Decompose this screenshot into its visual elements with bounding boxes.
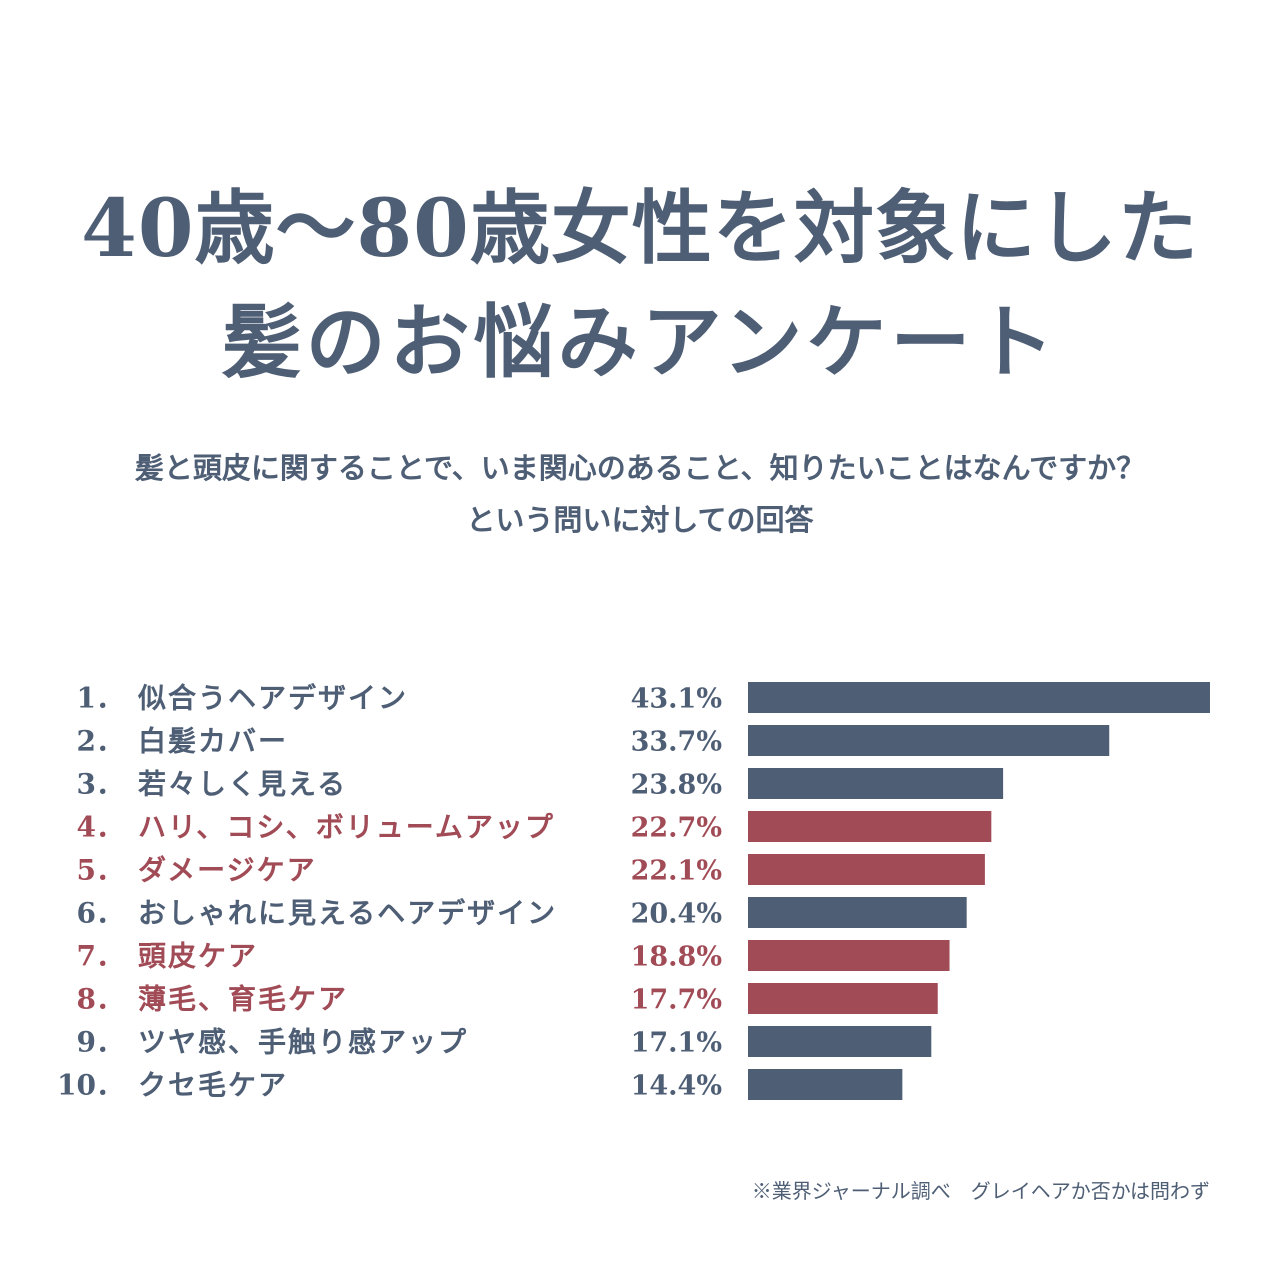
rank-number: 7．	[77, 940, 124, 973]
rank-number: 2．	[77, 725, 124, 758]
value-label: 18.8%	[631, 942, 722, 973]
question-caption: という問いに対しての回答	[466, 503, 814, 537]
bar	[748, 854, 985, 885]
category-label: ツヤ感、手触り感アップ	[138, 1026, 468, 1059]
rank-number: 9．	[77, 1026, 124, 1059]
bar	[748, 768, 1004, 799]
source-footnote: ※業界ジャーナル調べ グレイヘアか否かは問わず	[751, 1179, 1210, 1203]
page-title-line-2: 髪のお悩みアンケート	[221, 295, 1059, 389]
value-label: 23.8%	[631, 770, 722, 801]
rank-number: 6．	[77, 897, 124, 930]
question-text: 髪と頭皮に関することで、いま関心のあること、知りたいことはなんですか？	[134, 451, 1146, 485]
bar	[748, 897, 967, 928]
value-label: 17.1%	[631, 1028, 722, 1059]
page-title-line-1: 40歳〜80歳女性を対象にした	[81, 181, 1199, 275]
category-label: ダメージケア	[138, 854, 317, 887]
rank-number: 8．	[77, 983, 124, 1016]
rank-number: 4．	[77, 811, 124, 844]
value-label: 17.7%	[631, 985, 722, 1016]
value-label: 22.1%	[631, 856, 722, 887]
value-label: 22.7%	[631, 813, 722, 844]
bar	[748, 682, 1210, 713]
bar	[748, 811, 992, 842]
bar	[748, 1026, 932, 1057]
bar	[748, 983, 938, 1014]
bar	[748, 940, 950, 971]
value-label: 33.7%	[631, 727, 722, 758]
category-label: 若々しく見える	[138, 768, 347, 801]
category-label: 似合うヘアデザイン	[137, 682, 408, 715]
rank-number: 5．	[77, 854, 124, 887]
rank-number: 10．	[57, 1069, 124, 1102]
category-label: 白髪カバー	[138, 725, 288, 758]
category-label: おしゃれに見えるヘアデザイン	[138, 897, 557, 930]
category-label: 薄毛、育毛ケア	[138, 983, 348, 1016]
bar	[748, 1069, 903, 1100]
value-label: 20.4%	[631, 899, 722, 930]
category-label: 頭皮ケア	[138, 940, 258, 973]
rank-number: 3．	[77, 768, 124, 801]
value-label: 14.4%	[631, 1071, 722, 1102]
category-label: クセ毛ケア	[138, 1069, 288, 1102]
rank-number: 1．	[77, 682, 124, 715]
category-label: ハリ、コシ、ボリュームアップ	[138, 811, 555, 844]
bar	[748, 725, 1110, 756]
value-label: 43.1%	[631, 684, 722, 715]
